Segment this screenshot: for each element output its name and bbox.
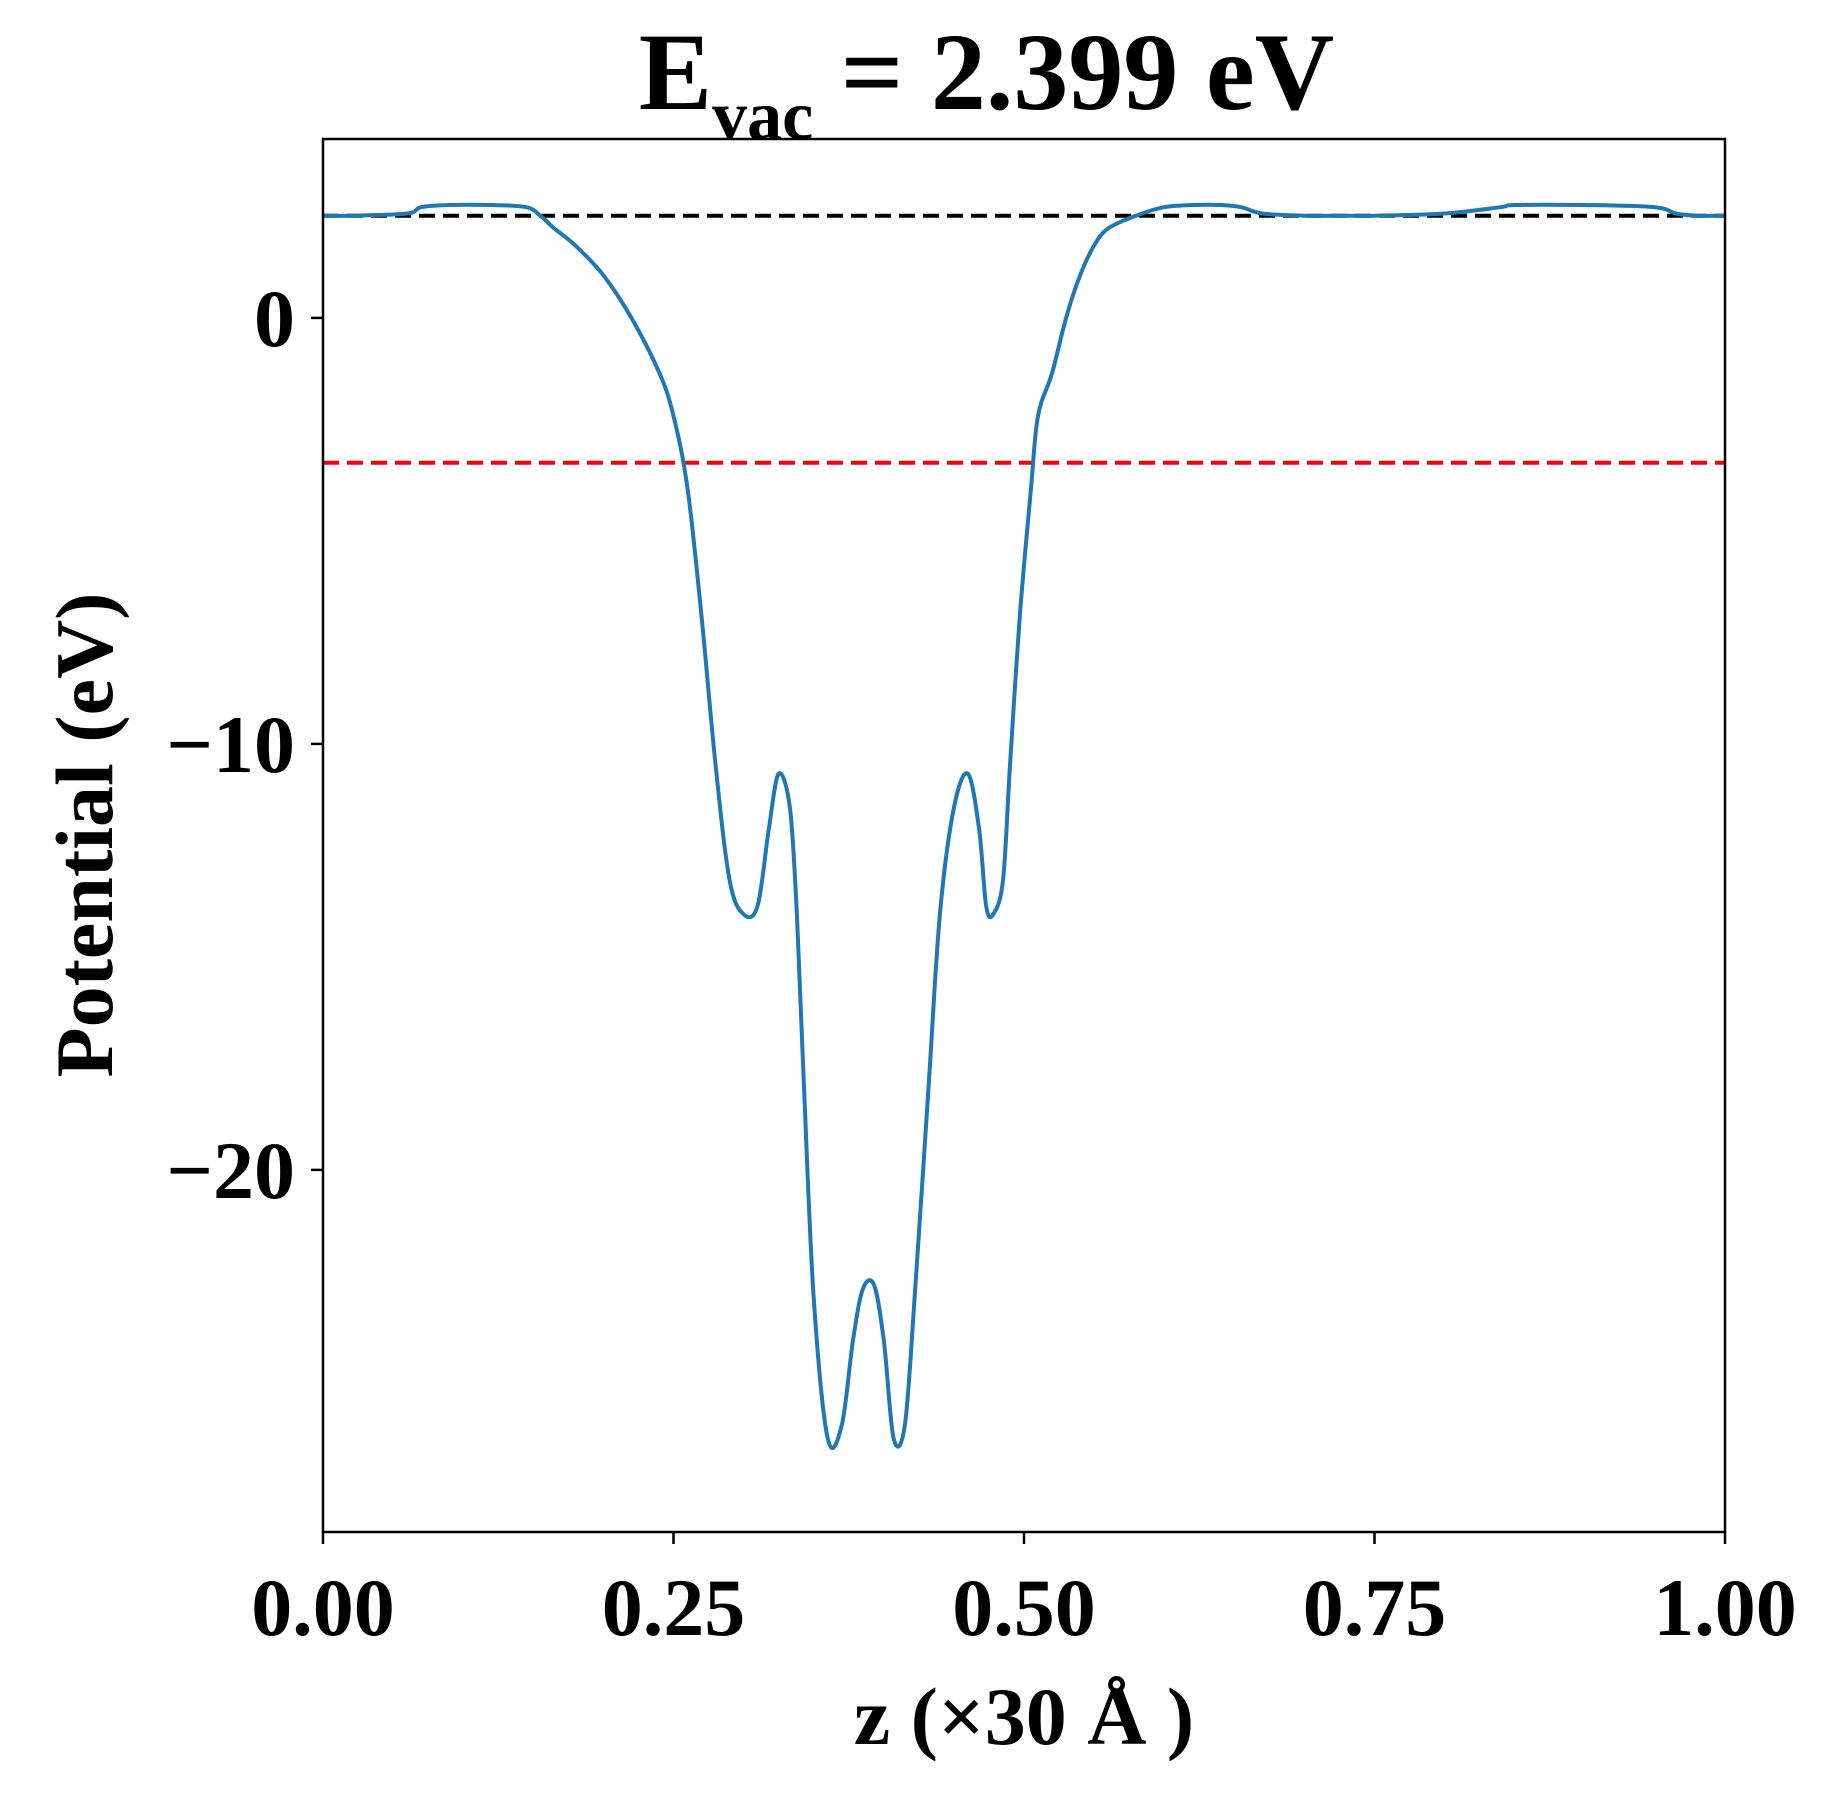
chart-title-rest: = 2.399 eV	[813, 11, 1335, 133]
y-axis-ticks: 0 −10 −20	[166, 273, 323, 1216]
x-tick-label: 0.25	[602, 1562, 746, 1653]
plot-frame	[321, 137, 1727, 1534]
x-tick-label: 0.00	[251, 1562, 395, 1653]
x-axis-ticks: 0.00 0.25 0.50 0.75 1.00	[251, 1532, 1797, 1653]
chart-title-subscript: vac	[712, 78, 814, 155]
plot-lines	[322, 202, 1726, 1450]
chart-title-main: E	[638, 11, 713, 133]
x-tick-label: 0.75	[1303, 1562, 1447, 1653]
y-tick-label: −20	[166, 1125, 295, 1216]
x-axis-label: z (×30 Å )	[854, 1671, 1194, 1762]
x-tick-label: 1.00	[1653, 1562, 1797, 1653]
y-axis-label: Potential (eV)	[39, 593, 130, 1078]
y-tick-label: 0	[254, 273, 295, 364]
chart-title: Evac = 2.399 eV	[70, 11, 1833, 155]
series-line-0	[322, 202, 1726, 1450]
x-tick-label: 0.50	[952, 1562, 1096, 1653]
y-tick-label: −10	[166, 699, 295, 790]
